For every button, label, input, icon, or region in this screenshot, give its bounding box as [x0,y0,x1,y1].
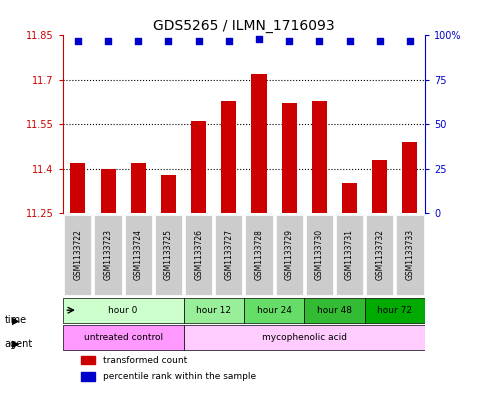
FancyBboxPatch shape [64,215,91,295]
Text: GSM1133726: GSM1133726 [194,229,203,280]
Bar [221,101,236,213]
Text: mycophenolic acid: mycophenolic acid [262,333,347,342]
FancyBboxPatch shape [184,298,244,323]
Text: GSM1133724: GSM1133724 [134,229,143,280]
Text: hour 0: hour 0 [109,306,138,315]
FancyBboxPatch shape [125,215,152,295]
FancyBboxPatch shape [155,215,182,295]
Text: percentile rank within the sample: percentile rank within the sample [103,372,256,381]
FancyBboxPatch shape [63,325,184,351]
Point [376,38,384,44]
Text: GSM1133731: GSM1133731 [345,229,354,280]
Text: transformed count: transformed count [103,356,187,365]
FancyBboxPatch shape [366,215,393,295]
Point [346,38,354,44]
Bar [161,174,176,213]
Text: hour 72: hour 72 [377,306,412,315]
Text: untreated control: untreated control [84,333,163,342]
Text: hour 24: hour 24 [256,306,292,315]
Point [74,38,82,44]
Point [165,38,172,44]
Bar [191,121,206,213]
Point [134,38,142,44]
Text: hour 12: hour 12 [196,306,231,315]
Text: GSM1133725: GSM1133725 [164,229,173,280]
FancyBboxPatch shape [365,298,425,323]
Title: GDS5265 / ILMN_1716093: GDS5265 / ILMN_1716093 [153,19,335,33]
Text: hour 48: hour 48 [317,306,352,315]
Text: GSM1133723: GSM1133723 [103,229,113,280]
Bar [372,160,387,213]
Text: ▶: ▶ [12,339,20,349]
Text: GSM1133728: GSM1133728 [255,229,264,280]
FancyBboxPatch shape [95,215,122,295]
Bar [71,163,85,213]
FancyBboxPatch shape [185,215,212,295]
FancyBboxPatch shape [244,298,304,323]
Text: GSM1133729: GSM1133729 [284,229,294,280]
Bar [342,184,357,213]
FancyBboxPatch shape [63,298,184,323]
Bar [131,163,146,213]
Text: GSM1133733: GSM1133733 [405,229,414,280]
Bar [282,103,297,213]
FancyBboxPatch shape [184,325,425,351]
Bar [81,373,96,381]
FancyBboxPatch shape [304,298,365,323]
Bar [312,101,327,213]
Text: GSM1133732: GSM1133732 [375,229,384,280]
FancyBboxPatch shape [336,215,363,295]
Text: GSM1133727: GSM1133727 [224,229,233,280]
Text: GSM1133722: GSM1133722 [73,229,83,280]
Point [195,38,202,44]
Bar [100,169,115,213]
Bar [81,356,96,364]
FancyBboxPatch shape [215,215,242,295]
FancyBboxPatch shape [276,215,303,295]
FancyBboxPatch shape [397,215,424,295]
Bar [402,142,417,213]
Point [104,38,112,44]
FancyBboxPatch shape [245,215,272,295]
Point [285,38,293,44]
Point [225,38,233,44]
FancyBboxPatch shape [306,215,333,295]
Bar [252,74,267,213]
Point [255,36,263,42]
Text: agent: agent [5,339,33,349]
Text: GSM1133730: GSM1133730 [315,229,324,280]
Text: ▶: ▶ [12,315,20,325]
Point [315,38,323,44]
Point [406,38,414,44]
Text: time: time [5,315,27,325]
